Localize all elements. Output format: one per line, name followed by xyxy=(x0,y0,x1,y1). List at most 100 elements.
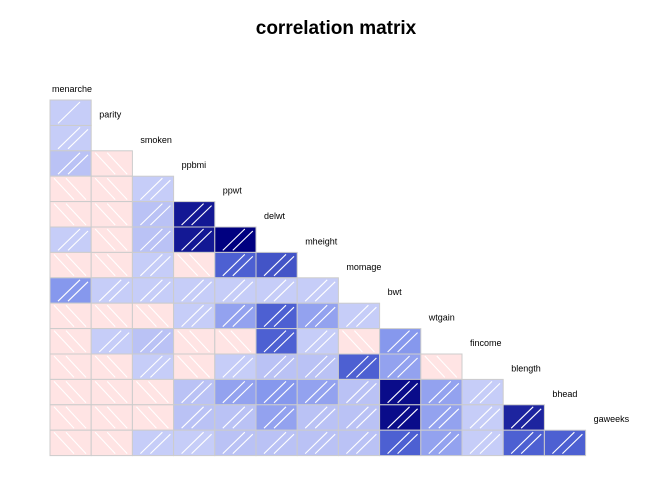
cell-fincome-smoken xyxy=(131,353,175,380)
cell-gaweeks-menarche xyxy=(49,429,92,457)
cell-fincome-delwt xyxy=(255,353,298,380)
cell-fincome-wtgain xyxy=(420,353,463,380)
variable-label-mheight: mheight xyxy=(305,236,338,246)
cell-bhead-wtgain xyxy=(420,404,463,431)
cell-bhead-blength xyxy=(502,404,545,431)
cell-gaweeks-fincome xyxy=(461,429,504,457)
cell-ppwt-parity xyxy=(90,201,133,228)
cell-ppwt-smoken xyxy=(131,201,175,228)
variable-label-parity: parity xyxy=(99,109,122,119)
cell-gaweeks-mheight xyxy=(296,429,339,457)
cell-ppbmi-smoken xyxy=(131,175,175,203)
cell-bhead-fincome xyxy=(461,404,504,431)
cell-momage-ppbmi xyxy=(173,277,216,304)
cell-blength-momage xyxy=(337,378,381,406)
cell-delwt-ppwt xyxy=(214,226,257,253)
cell-bhead-parity xyxy=(90,404,133,431)
cell-bhead-ppbmi xyxy=(173,404,216,431)
cell-bhead-smoken xyxy=(131,404,175,431)
cell-blength-bwt xyxy=(379,378,422,406)
cell-fincome-parity xyxy=(90,353,133,380)
cell-gaweeks-parity xyxy=(90,429,133,457)
cell-bwt-momage xyxy=(337,302,381,330)
variable-label-fincome: fincome xyxy=(470,338,502,348)
cell-mheight-ppwt xyxy=(214,251,257,279)
cell-ppbmi-parity xyxy=(90,175,133,203)
cell-wtgain-ppbmi xyxy=(173,328,216,355)
cell-fincome-menarche xyxy=(49,353,92,380)
cell-wtgain-parity xyxy=(90,328,133,355)
cell-fincome-momage xyxy=(337,353,381,380)
cell-gaweeks-wtgain xyxy=(420,429,463,457)
cell-gaweeks-momage xyxy=(337,429,381,457)
cell-gaweeks-delwt xyxy=(255,429,298,457)
cell-fincome-bwt xyxy=(379,353,422,380)
variable-label-smoken: smoken xyxy=(140,135,172,145)
cell-blength-smoken xyxy=(131,378,175,406)
cell-momage-ppwt xyxy=(214,277,257,304)
cell-blength-wtgain xyxy=(420,378,463,406)
cell-ppwt-ppbmi xyxy=(173,201,216,228)
cell-bwt-smoken xyxy=(131,302,175,330)
cell-fincome-ppwt xyxy=(214,353,257,380)
cell-fincome-mheight xyxy=(296,353,339,380)
variable-label-bhead: bhead xyxy=(552,389,577,399)
cell-mheight-parity xyxy=(90,251,133,279)
cell-ppwt-menarche xyxy=(49,201,92,228)
cell-wtgain-menarche xyxy=(49,328,92,355)
cell-bwt-parity xyxy=(90,302,133,330)
cell-gaweeks-blength xyxy=(502,429,545,457)
cell-blength-menarche xyxy=(49,378,92,406)
cell-blength-ppwt xyxy=(214,378,257,406)
variable-label-gaweeks: gaweeks xyxy=(594,414,630,424)
cell-momage-delwt xyxy=(255,277,298,304)
cell-blength-mheight xyxy=(296,378,339,406)
cell-wtgain-mheight xyxy=(296,328,339,355)
cell-wtgain-bwt xyxy=(379,328,422,355)
cell-delwt-menarche xyxy=(49,226,92,253)
variable-label-blength: blength xyxy=(511,363,541,373)
cell-momage-mheight xyxy=(296,277,339,304)
cell-momage-smoken xyxy=(131,277,175,304)
cell-gaweeks-ppwt xyxy=(214,429,257,457)
cell-gaweeks-smoken xyxy=(131,429,175,457)
cell-blength-parity xyxy=(90,378,133,406)
cell-bhead-momage xyxy=(337,404,381,431)
variable-label-menarche: menarche xyxy=(52,84,92,94)
cell-parity-menarche xyxy=(49,124,92,152)
cell-blength-ppbmi xyxy=(173,378,216,406)
variable-label-ppbmi: ppbmi xyxy=(182,160,207,170)
cell-bwt-menarche xyxy=(49,302,92,330)
cell-bhead-delwt xyxy=(255,404,298,431)
cell-wtgain-smoken xyxy=(131,328,175,355)
cell-fincome-ppbmi xyxy=(173,353,216,380)
cell-bwt-mheight xyxy=(296,302,339,330)
cell-mheight-menarche xyxy=(49,251,92,279)
cell-momage-parity xyxy=(90,277,133,304)
cell-delwt-parity xyxy=(90,226,133,253)
cell-mheight-smoken xyxy=(131,251,175,279)
variable-label-ppwt: ppwt xyxy=(223,186,243,196)
cell-menarche-diagonal xyxy=(49,99,92,126)
variable-label-delwt: delwt xyxy=(264,211,286,221)
cell-ppbmi-menarche xyxy=(49,175,92,203)
cell-gaweeks-ppbmi xyxy=(173,429,216,457)
cell-bhead-ppwt xyxy=(214,404,257,431)
cell-mheight-ppbmi xyxy=(173,251,216,279)
cell-bhead-mheight xyxy=(296,404,339,431)
cell-wtgain-delwt xyxy=(255,328,298,355)
cell-delwt-ppbmi xyxy=(173,226,216,253)
cell-gaweeks-bhead xyxy=(543,429,587,457)
variable-label-bwt: bwt xyxy=(388,287,403,297)
cell-blength-fincome xyxy=(461,378,504,406)
cell-bwt-ppwt xyxy=(214,302,257,330)
cell-mheight-delwt xyxy=(255,251,298,279)
cell-wtgain-ppwt xyxy=(214,328,257,355)
chart-title: correlation matrix xyxy=(255,18,417,39)
cell-bhead-bwt xyxy=(379,404,422,431)
cell-smoken-menarche xyxy=(49,150,92,177)
cell-momage-menarche xyxy=(49,277,92,304)
cell-bwt-ppbmi xyxy=(173,302,216,330)
cell-blength-delwt xyxy=(255,378,298,406)
